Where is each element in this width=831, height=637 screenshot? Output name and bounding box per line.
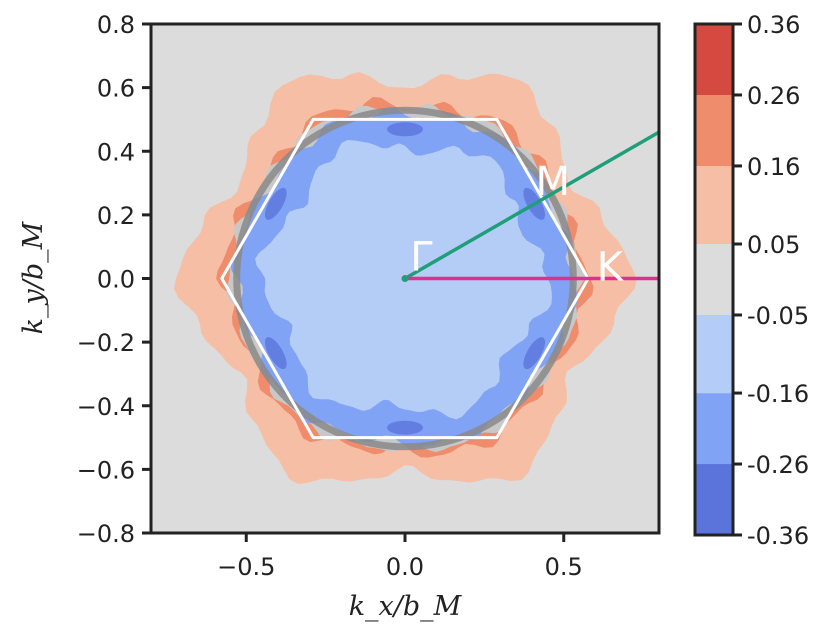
y-tick-label: −0.6 [77, 456, 135, 484]
gamma-point-marker [401, 275, 409, 282]
colorbar-label: -0.26 [747, 451, 809, 479]
colorbar-cell [695, 315, 733, 394]
colorbar-cells [695, 24, 733, 535]
contour-level-neg-0.36-0.26 [387, 122, 423, 137]
colorbar-label: 0.16 [747, 153, 800, 181]
y-tick-label: 0.8 [97, 11, 135, 39]
y-tick-label: 0.0 [97, 266, 135, 294]
colorbar-label: -0.36 [747, 522, 809, 550]
overlays [220, 106, 659, 451]
m-point-label: M [536, 159, 571, 205]
colorbar-label: 0.05 [747, 231, 800, 259]
colorbar-cell [695, 165, 733, 244]
colorbar-cell [695, 244, 733, 315]
colorbar-label: -0.16 [747, 380, 809, 408]
x-tick-label: 0.0 [386, 553, 424, 581]
colorbar: -0.36 -0.26 -0.16 -0.05 0.05 0.16 0.26 0… [693, 11, 809, 550]
y-tick-label: 0.2 [97, 202, 135, 230]
colorbar-cell [695, 464, 733, 535]
y-axis-ticks: 0.8 0.6 0.4 0.2 0.0 −0.2 −0.4 −0.6 −0.8 [77, 11, 151, 548]
colorbar-cell [695, 95, 733, 166]
k-point-label: K [597, 245, 625, 291]
x-axis-label: k_x/b_M [349, 591, 463, 622]
colorbar-cell [695, 393, 733, 465]
x-tick-label: 0.5 [545, 553, 583, 581]
colorbar-label: 0.26 [747, 82, 800, 110]
y-tick-label: 0.4 [97, 138, 135, 166]
contour-level-neg-0.36-0.26 [264, 187, 287, 220]
y-tick-label: −0.4 [77, 393, 135, 421]
contour-level-neg-0.36-0.26 [387, 420, 423, 435]
colorbar-label: 0.36 [747, 11, 800, 39]
gamma-point-label: Γ [410, 235, 433, 281]
colorbar-frame [693, 22, 735, 537]
contour-level-neg-0.36-0.26 [264, 337, 287, 370]
path-gamma-m [404, 130, 659, 281]
y-axis-label: k_y/b_M [18, 220, 49, 334]
y-tick-label: 0.6 [97, 75, 135, 103]
y-tick-label: −0.8 [77, 520, 135, 548]
brillouin-zone-hexagon [220, 117, 590, 440]
contour-level-neg-0.36-0.26 [523, 337, 546, 370]
y-tick-label: −0.2 [77, 329, 135, 357]
x-axis-ticks: −0.5 0.0 0.5 [217, 533, 583, 581]
colorbar-label: -0.05 [747, 302, 809, 330]
colorbar-cell [695, 24, 733, 95]
x-tick-label: −0.5 [217, 553, 275, 581]
